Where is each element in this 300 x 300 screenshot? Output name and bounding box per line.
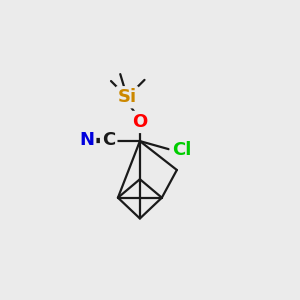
Text: Si: Si	[118, 88, 137, 106]
Text: Cl: Cl	[172, 141, 191, 159]
Text: N: N	[79, 131, 94, 149]
Text: O: O	[132, 113, 148, 131]
Text: C: C	[102, 131, 115, 149]
